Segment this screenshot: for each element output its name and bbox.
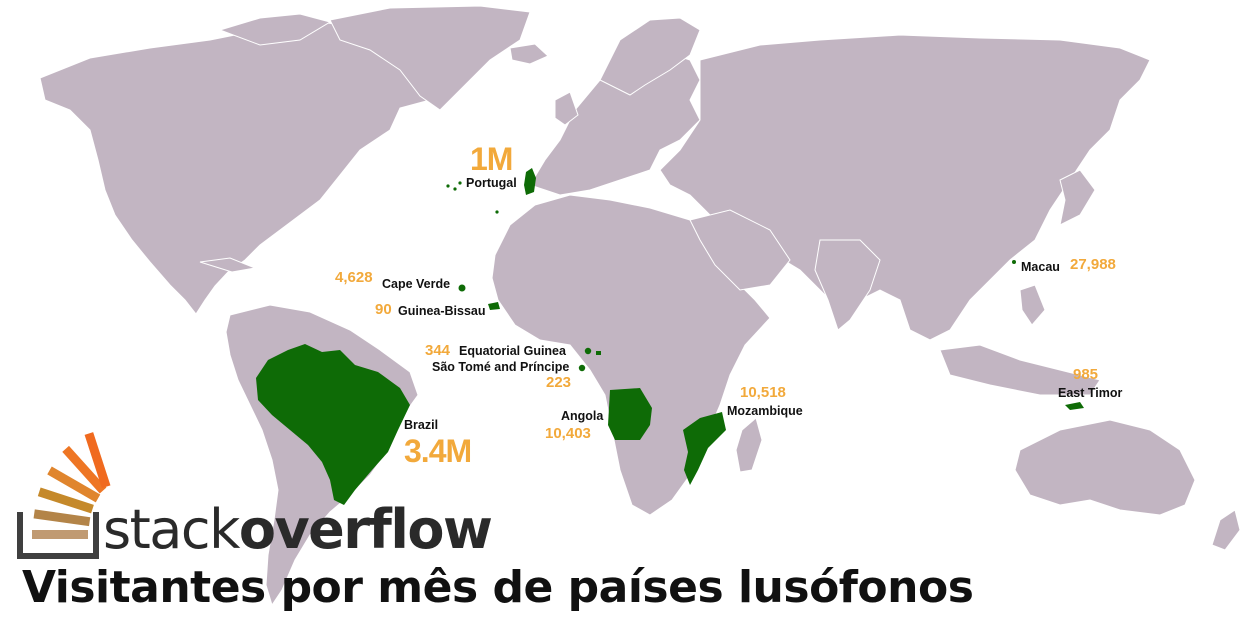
- equatorial-guinea-visitors: 344: [425, 342, 451, 359]
- wordmark-light: stack: [103, 498, 240, 561]
- indonesia-islands: [939, 344, 1101, 396]
- brazil-label: Brazil: [404, 418, 439, 432]
- brazil-visitors: 3.4M: [404, 433, 472, 469]
- sao-tome-visitors: 223: [546, 374, 572, 391]
- cape-verde-dot: [458, 284, 466, 292]
- stackoverflow-wordmark: stackoverflow: [103, 503, 493, 557]
- uk-landmass: [554, 91, 579, 126]
- mozambique-visitors: 10,518: [740, 384, 786, 401]
- guinea-bissau-shape: [488, 302, 500, 310]
- greenland-landmass: [329, 5, 531, 111]
- arabia-landmass: [689, 209, 791, 291]
- madagascar-island: [735, 417, 763, 473]
- macau-dot: [1012, 260, 1016, 264]
- east-timor-shape: [1065, 402, 1084, 410]
- scandinavia-landmass: [599, 17, 701, 96]
- portugal-label: Portugal: [466, 176, 517, 190]
- east-timor-label: East Timor: [1058, 386, 1123, 400]
- equatorial-guinea-dot: [584, 347, 592, 355]
- macau-label: Macau: [1021, 260, 1060, 274]
- guinea-bissau-visitors: 90: [375, 301, 392, 318]
- azores-dot: [453, 187, 457, 191]
- mozambique-label: Mozambique: [727, 404, 803, 418]
- guinea-bissau-label: Guinea-Bissau: [398, 304, 486, 318]
- iceland-landmass: [509, 43, 549, 65]
- brazil-shape: [256, 344, 410, 505]
- india-landmass: [814, 239, 881, 331]
- cuba-island: [199, 257, 257, 273]
- sao-tome-dot: [578, 364, 586, 372]
- azores-dot: [458, 181, 462, 185]
- japan-islands: [1059, 169, 1096, 226]
- cape-verde-label: Cape Verde: [382, 277, 451, 291]
- asia-landmass: [659, 34, 1151, 341]
- angola-label: Angola: [561, 409, 604, 423]
- australia-landmass: [1014, 419, 1196, 516]
- wordmark-bold: overflow: [238, 498, 493, 561]
- canada-islands: [218, 13, 332, 46]
- east-timor-visitors: 985: [1073, 366, 1099, 383]
- cape-verde-visitors: 4,628: [335, 269, 373, 286]
- new-zealand-islands: [1211, 509, 1241, 551]
- macau-visitors: 27,988: [1070, 256, 1116, 273]
- portugal-shape: [524, 168, 536, 195]
- sao-tome-label: São Tomé and Príncipe: [432, 360, 570, 374]
- stackoverflow-logo-icon: [17, 432, 111, 559]
- mozambique-shape: [683, 412, 726, 485]
- angola-shape: [608, 388, 652, 440]
- portugal-visitors: 1M: [470, 141, 513, 177]
- azores-dot: [446, 184, 450, 188]
- philippines-islands: [1019, 284, 1046, 326]
- equatorial-guinea-dot: [596, 351, 601, 355]
- page-title: Visitantes por mês de países lusófonos: [22, 562, 974, 613]
- angola-visitors: 10,403: [545, 425, 591, 442]
- equatorial-guinea-label: Equatorial Guinea: [459, 344, 566, 358]
- madeira-dot: [495, 210, 499, 214]
